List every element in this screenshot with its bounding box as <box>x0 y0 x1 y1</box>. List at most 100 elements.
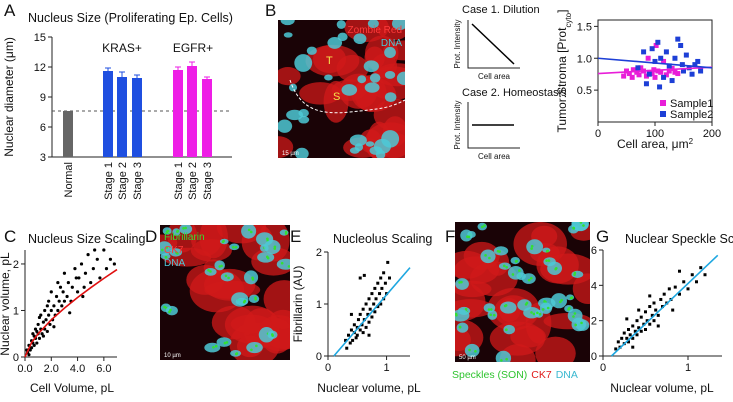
point <box>37 336 42 340</box>
nucleolus <box>492 313 496 317</box>
point <box>362 273 366 277</box>
point <box>672 69 678 75</box>
nucleolus <box>234 245 238 249</box>
nucleus <box>278 119 293 133</box>
stain <box>535 336 576 362</box>
point <box>652 74 658 80</box>
point <box>367 333 371 337</box>
y-tick-label: 2 <box>316 247 322 259</box>
error-bar <box>134 74 140 81</box>
chart-title: Nucleus Size Scaling <box>28 232 145 246</box>
point <box>661 74 667 80</box>
point <box>666 63 672 69</box>
nucleus <box>460 229 473 242</box>
point <box>49 308 53 313</box>
nucleolus <box>165 246 169 249</box>
image-label: Fibrillarin <box>164 232 205 243</box>
nucleolus <box>538 312 542 316</box>
fit-line <box>610 254 719 357</box>
nucleolus <box>218 265 221 268</box>
point <box>625 317 629 321</box>
legend-label: Sample2 <box>670 109 713 121</box>
point <box>62 299 67 303</box>
nucleolus <box>579 222 583 224</box>
nucleus <box>248 294 260 304</box>
legend-swatch <box>660 100 666 106</box>
x-axis-label: Cell Volume, pL <box>30 381 114 395</box>
nucleolus <box>546 306 550 310</box>
point <box>86 253 90 257</box>
nucleolus <box>255 344 258 348</box>
fit-line <box>597 57 713 69</box>
point <box>662 292 666 296</box>
point <box>645 55 651 61</box>
nucleus <box>493 246 509 256</box>
point <box>614 347 618 351</box>
nucleus <box>487 310 498 320</box>
point <box>621 73 627 79</box>
point <box>682 280 686 284</box>
point <box>656 313 660 317</box>
point <box>633 329 637 333</box>
point <box>635 65 641 71</box>
nucleolus <box>250 348 253 352</box>
nucleolus <box>468 348 471 352</box>
point <box>354 336 358 340</box>
schematic-dilution: Case 1. Dilution Prot. Intensity Cell ar… <box>453 4 540 81</box>
point <box>648 305 652 309</box>
x-axis-label-part: 2 <box>689 137 694 146</box>
point <box>27 353 31 357</box>
point <box>703 273 707 277</box>
point <box>373 286 377 290</box>
chart-title: Nucleus Size (Proliferating Ep. Cells) <box>28 11 233 25</box>
point <box>666 68 672 74</box>
nucleolus <box>207 268 210 272</box>
y-tick-label: 1 <box>316 299 322 311</box>
point <box>52 304 56 308</box>
x-tick-label: Stage 2 <box>187 162 199 200</box>
point <box>675 36 681 42</box>
nucleolus <box>573 312 577 315</box>
nucleus <box>483 303 496 313</box>
point <box>82 285 86 289</box>
point <box>79 262 84 266</box>
panel-letter: D <box>145 227 157 246</box>
point <box>29 346 34 350</box>
point <box>356 318 360 322</box>
nucleus <box>179 225 193 235</box>
schematic-title: Case 2. Homeostasis <box>462 87 567 99</box>
point <box>35 329 39 334</box>
point <box>627 340 630 344</box>
point <box>65 294 69 299</box>
point <box>361 307 365 311</box>
point <box>32 343 36 347</box>
point <box>626 71 632 77</box>
nucleus <box>353 33 367 45</box>
nucleus <box>280 20 295 26</box>
nucleolus <box>541 308 545 311</box>
nucleolus <box>569 296 573 300</box>
y-tick-label: 1.0 <box>577 53 592 65</box>
x-tick-label: 1 <box>685 362 691 374</box>
nucleolus <box>527 278 531 282</box>
nucleolus <box>554 267 557 271</box>
nucleus <box>375 149 386 158</box>
nucleus <box>384 46 396 59</box>
nucleus <box>500 301 517 314</box>
panel-letter: A <box>4 1 16 20</box>
y-axis-label-part: cyto <box>564 12 573 27</box>
point <box>658 69 664 75</box>
y-tick-label: 0 <box>316 351 322 363</box>
nucleolus <box>530 311 533 314</box>
nucleolus <box>511 273 515 276</box>
nucleus <box>298 109 309 118</box>
point <box>89 280 93 285</box>
point <box>675 71 681 77</box>
nucleolus <box>225 341 229 344</box>
point <box>663 49 669 55</box>
axes <box>602 250 722 357</box>
point <box>47 299 51 303</box>
point <box>698 68 704 74</box>
nucleus <box>547 261 563 275</box>
stain <box>339 73 378 109</box>
